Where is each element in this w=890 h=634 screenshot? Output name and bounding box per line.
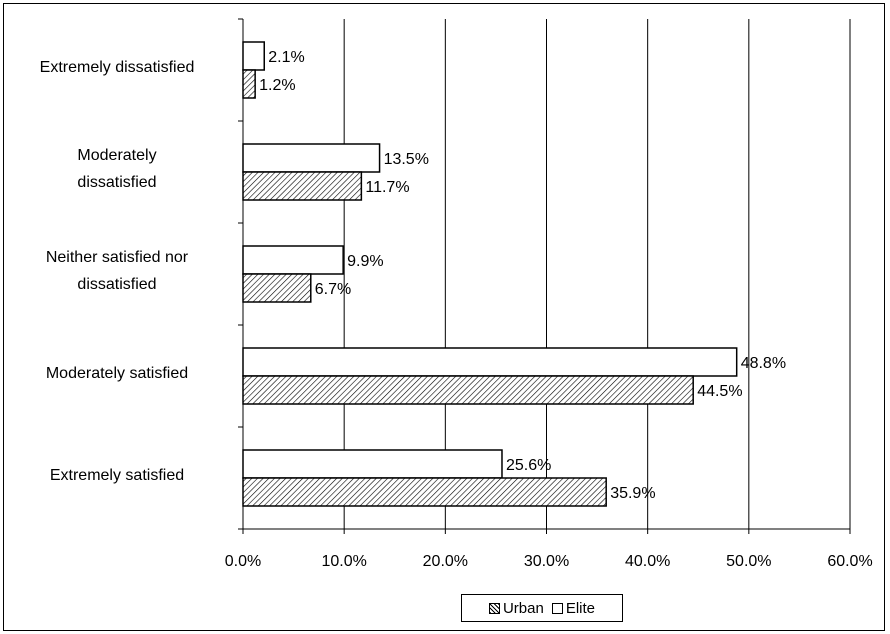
- bar-elite: [242, 347, 738, 377]
- data-label-urban: 1.2%: [259, 77, 295, 94]
- data-label-urban: 11.7%: [365, 179, 409, 196]
- data-label-urban: 35.9%: [610, 485, 655, 502]
- category-label: Neither satisfied nor dissatisfied: [1, 244, 233, 298]
- x-tick-labels: 0.0% 10.0% 20.0% 30.0% 40.0% 50.0% 60.0%: [225, 553, 873, 570]
- x-tick-label: 50.0%: [726, 553, 771, 570]
- x-tick-label: 10.0%: [321, 553, 366, 570]
- data-label-elite: 2.1%: [268, 49, 304, 66]
- legend-label-elite: Elite: [565, 599, 596, 617]
- data-label-urban: 44.5%: [697, 383, 742, 400]
- data-label-elite: 9.9%: [347, 253, 383, 270]
- legend-label-urban: Urban: [502, 599, 544, 617]
- legend-entry-elite: Elite: [551, 599, 596, 617]
- x-tick-label: 0.0%: [225, 553, 261, 570]
- x-tick-label: 60.0%: [827, 553, 872, 570]
- plain-swatch-icon: [551, 602, 563, 614]
- hatched-swatch-icon: [488, 602, 500, 614]
- data-label-urban: 6.7%: [315, 281, 351, 298]
- category-label: Extremely dissatisfied: [1, 54, 233, 81]
- category-label-line: dissatisfied: [77, 174, 157, 191]
- category-label-line: Moderately satisfied: [45, 364, 189, 382]
- bar-elite: [242, 143, 381, 173]
- x-tick-label: 30.0%: [524, 553, 569, 570]
- category-label-line: dissatisfied: [77, 276, 157, 293]
- bar-elite: [242, 245, 344, 275]
- category-label-line: Moderately: [77, 147, 157, 164]
- category-label: Moderately dissatisfied: [1, 142, 233, 196]
- bar-elite: [242, 41, 265, 71]
- bar-urban: [242, 171, 363, 201]
- legend: Urban Elite: [461, 594, 623, 622]
- bar-urban: [242, 273, 312, 303]
- x-tick-label: 20.0%: [423, 553, 468, 570]
- category-label-line: Neither satisfied nor: [45, 249, 189, 266]
- bar-urban: [242, 69, 256, 99]
- bar-urban: [242, 477, 607, 507]
- data-label-elite: 13.5%: [384, 151, 429, 168]
- bars: [242, 41, 738, 507]
- legend-entry-urban: Urban: [488, 599, 544, 617]
- data-label-elite: 25.6%: [506, 457, 551, 474]
- data-label-elite: 48.8%: [741, 355, 786, 372]
- chart-frame: [3, 3, 885, 631]
- gridlines: [343, 19, 851, 529]
- category-label-line: Extremely satisfied: [49, 466, 185, 484]
- category-label-line: Extremely dissatisfied: [39, 58, 195, 76]
- bar-elite: [242, 449, 503, 479]
- bar-urban: [242, 375, 694, 405]
- category-label: Extremely satisfied: [1, 462, 233, 489]
- category-label: Moderately satisfied: [1, 360, 233, 387]
- data-labels: 2.1% 1.2% 13.5% 11.7% 9.9% 6.7% 48.8% 44.5% 25.6…: [259, 49, 786, 502]
- x-tick-label: 40.0%: [625, 553, 670, 570]
